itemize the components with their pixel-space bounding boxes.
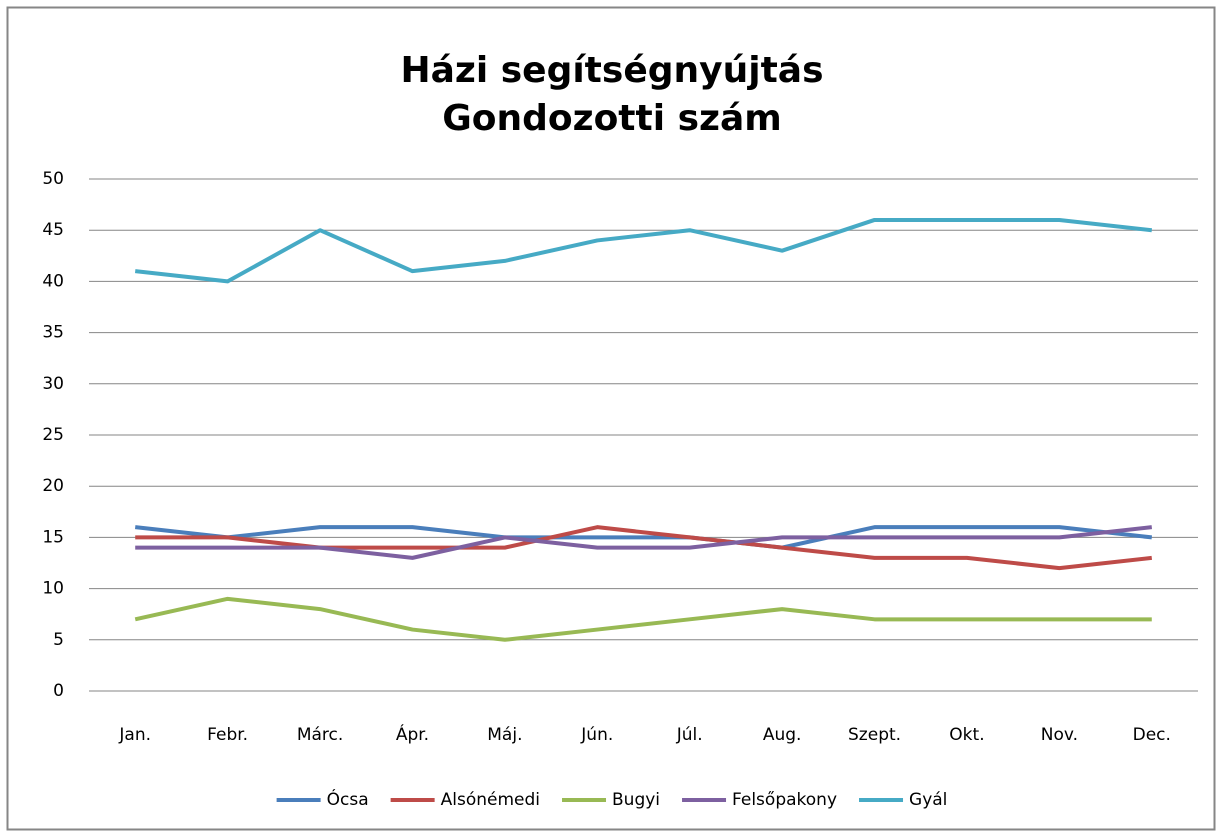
x-tick-label: Febr. — [207, 725, 248, 745]
y-tick-label: 40 — [42, 271, 64, 291]
y-tick-label: 15 — [42, 527, 64, 547]
x-tick-label: Szept. — [848, 725, 901, 745]
y-tick-label: 45 — [42, 220, 64, 240]
x-tick-label: Aug. — [763, 725, 802, 745]
x-tick-label: Okt. — [949, 725, 984, 745]
chart-title: Házi segítségnyújtás — [400, 50, 823, 91]
x-tick-label: Jún. — [580, 725, 613, 745]
x-tick-label: Ápr. — [396, 723, 429, 745]
legend-label: Alsónémedi — [441, 790, 540, 810]
y-tick-label: 0 — [53, 681, 64, 701]
y-tick-label: 50 — [42, 169, 64, 189]
x-tick-label: Dec. — [1133, 725, 1171, 745]
x-tick-label: Nov. — [1041, 725, 1078, 745]
data-line — [135, 525, 1153, 560]
data-line — [134, 596, 1152, 642]
y-tick-label: 25 — [42, 425, 64, 445]
x-tick-label: Márc. — [297, 725, 343, 745]
y-tick-label: 30 — [42, 374, 64, 394]
data-line — [134, 217, 1153, 284]
y-tick-label: 20 — [42, 476, 64, 496]
legend-label: Ócsa — [327, 788, 369, 810]
x-tick-label: Máj. — [487, 725, 522, 745]
x-tick-label: Jan. — [118, 725, 151, 745]
legend-label: Felsőpakony — [732, 790, 837, 810]
chart-border — [6, 6, 1216, 831]
data-line — [134, 525, 1153, 550]
y-tick-label: 5 — [53, 630, 64, 650]
y-tick-label: 35 — [42, 323, 64, 343]
x-tick-label: Júl. — [676, 725, 703, 745]
y-tick-label: 10 — [42, 579, 64, 599]
chart-title: Gondozotti szám — [442, 98, 782, 139]
legend-label: Bugyi — [612, 790, 660, 810]
legend-label: Gyál — [909, 790, 947, 810]
